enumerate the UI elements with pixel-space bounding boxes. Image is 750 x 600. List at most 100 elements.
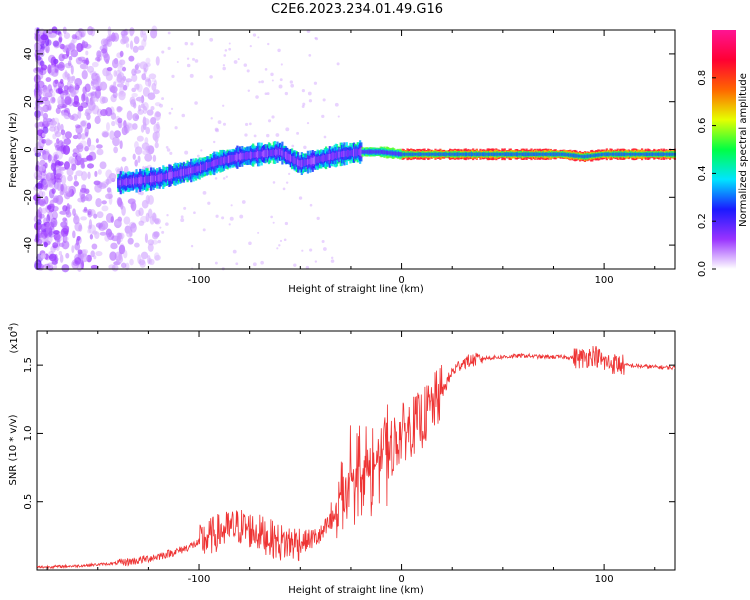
noise-point <box>309 248 313 252</box>
noise-blob <box>45 172 54 182</box>
track-cell <box>286 151 289 160</box>
noise-blob <box>70 65 74 75</box>
noise-point <box>323 135 327 139</box>
noise-blob <box>126 230 133 238</box>
noise-blob <box>120 262 127 269</box>
track-cell <box>154 176 158 181</box>
track-cell <box>275 148 278 156</box>
noise-blob <box>73 95 79 105</box>
track-cell <box>272 148 275 157</box>
track-cell <box>622 152 625 156</box>
noise-point <box>230 204 233 207</box>
track-cell <box>368 149 371 154</box>
track-cell <box>129 179 132 184</box>
noise-blob <box>57 99 66 107</box>
noise-blob <box>92 79 99 89</box>
track-cell <box>536 152 539 157</box>
track-cell <box>339 151 342 158</box>
track-cell <box>396 152 399 156</box>
track-cell <box>269 149 272 157</box>
spectrogram-panel: -100 0 100 -40 -20 0 20 40 Height of straight … <box>8 25 676 295</box>
track-cell <box>191 166 194 174</box>
track-cell <box>515 152 519 157</box>
track-cell <box>603 153 606 156</box>
noise-blob <box>70 49 79 58</box>
track-cell <box>444 152 447 157</box>
noise-blob <box>63 161 70 170</box>
track-cell <box>226 155 229 164</box>
track-cell <box>644 152 647 157</box>
track-cell <box>520 152 523 156</box>
noise-blob <box>71 245 75 253</box>
noise-blob <box>80 171 88 181</box>
track-cell <box>142 177 145 183</box>
noise-blob <box>117 232 123 240</box>
noise-blob <box>66 167 74 177</box>
track-cell <box>538 152 542 156</box>
noise-blob <box>136 135 144 142</box>
track-cell <box>418 152 421 157</box>
track-cell <box>348 149 351 157</box>
track-cell <box>608 152 611 157</box>
track-cell <box>434 152 437 157</box>
track-cell <box>377 150 380 154</box>
track-cell <box>384 150 387 155</box>
noise-blob <box>95 251 103 257</box>
noise-blob <box>50 172 55 180</box>
noise-blob <box>103 53 110 63</box>
track-cell <box>315 156 318 165</box>
track-cell <box>531 152 534 156</box>
noise-blob <box>126 123 135 131</box>
noise-blob <box>63 85 69 92</box>
noise-blob <box>84 188 90 194</box>
track-cell <box>352 148 356 157</box>
noise-blob <box>117 117 123 124</box>
track-cell <box>123 179 126 185</box>
track-cell <box>597 153 600 157</box>
track-cell <box>147 175 150 183</box>
track-cell <box>462 152 465 157</box>
track-cell <box>244 152 248 160</box>
track-cell <box>500 152 503 156</box>
noise-blob <box>149 258 155 266</box>
track-cell <box>218 158 221 165</box>
noise-blob <box>93 180 101 186</box>
track-cell <box>140 176 143 185</box>
svg-text:(x104): (x104) <box>7 322 20 353</box>
track-cell <box>627 152 630 156</box>
track-cell <box>298 160 301 167</box>
noise-point <box>264 68 268 71</box>
track-cell <box>309 158 312 165</box>
noise-blob <box>80 120 87 127</box>
noise-blob <box>145 57 151 64</box>
noise-blob <box>147 92 156 100</box>
noise-point <box>161 97 165 101</box>
track-cell <box>179 170 182 177</box>
noise-point <box>180 215 184 219</box>
noise-blob <box>96 148 104 156</box>
noise-point <box>285 127 290 132</box>
track-cell <box>510 152 514 157</box>
noise-blob <box>56 236 62 242</box>
x-tick-label: 0 <box>398 275 404 286</box>
noise-point <box>247 89 251 92</box>
noise-blob <box>73 174 78 181</box>
noise-blob <box>89 70 97 76</box>
noise-blob <box>87 25 94 36</box>
noise-blob <box>83 206 88 212</box>
track-cell <box>351 149 354 156</box>
track-cell <box>224 156 227 164</box>
noise-point <box>284 91 289 96</box>
track-cell <box>621 152 624 157</box>
noise-point <box>169 151 173 155</box>
track-cell <box>439 152 442 157</box>
noise-blob <box>153 252 160 261</box>
track-cell <box>549 152 553 157</box>
noise-point <box>255 95 259 99</box>
track-cell <box>447 152 450 156</box>
track-cell <box>463 152 466 156</box>
noise-blob <box>145 194 151 205</box>
track-cell <box>504 152 508 157</box>
track-cell <box>273 149 277 156</box>
noise-point <box>159 103 163 108</box>
